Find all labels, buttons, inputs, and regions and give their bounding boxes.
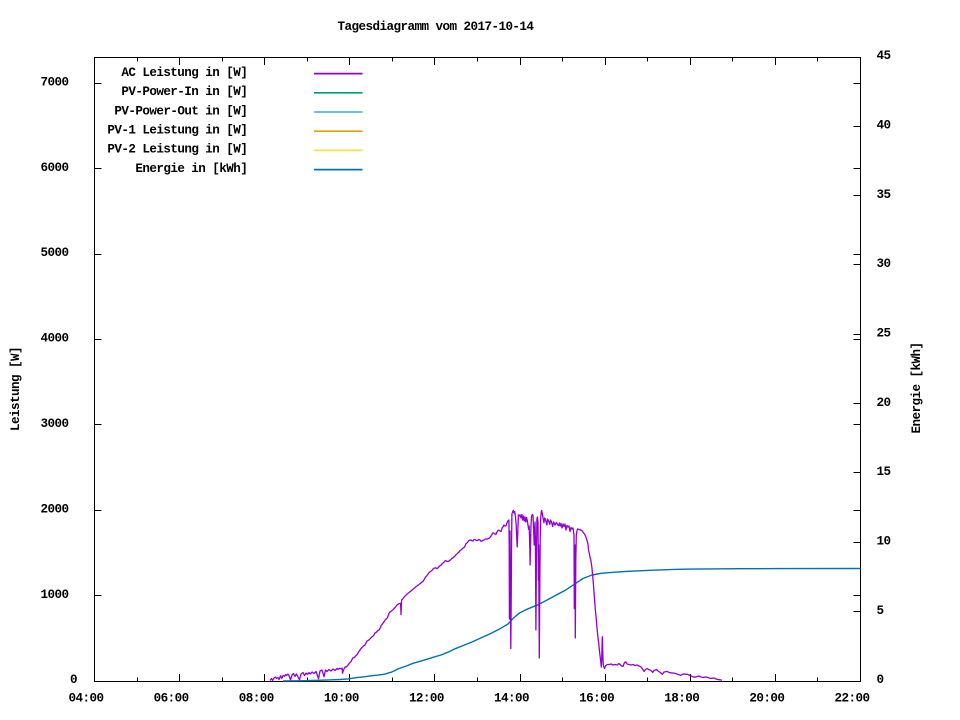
svg-text:PV-Power-In in [W]: PV-Power-In in [W] [121,85,247,99]
svg-text:35: 35 [877,188,891,202]
svg-text:5000: 5000 [41,246,69,260]
svg-text:20: 20 [877,396,891,410]
svg-text:PV-1 Leistung in [W]: PV-1 Leistung in [W] [107,124,247,138]
svg-text:Energie in [kWh]: Energie in [kWh] [135,162,247,176]
svg-text:Leistung [W]: Leistung [W] [9,347,23,431]
svg-text:1000: 1000 [41,588,69,602]
svg-text:6000: 6000 [41,161,69,175]
svg-text:18:00: 18:00 [664,692,699,706]
svg-text:2000: 2000 [41,502,69,516]
svg-text:5: 5 [877,604,884,618]
svg-text:40: 40 [877,118,891,132]
svg-text:PV-2 Leistung in [W]: PV-2 Leistung in [W] [107,143,247,157]
svg-text:45: 45 [877,49,891,63]
svg-text:10:00: 10:00 [324,692,359,706]
svg-text:04:00: 04:00 [69,692,104,706]
svg-text:3000: 3000 [41,417,69,431]
svg-text:22:00: 22:00 [835,692,870,706]
svg-text:15: 15 [877,465,891,479]
svg-text:10: 10 [877,535,891,549]
svg-text:12:00: 12:00 [409,692,444,706]
svg-text:Energie [kWh]: Energie [kWh] [910,343,924,434]
svg-text:08:00: 08:00 [239,692,274,706]
svg-text:0: 0 [877,673,884,687]
svg-text:20:00: 20:00 [749,692,784,706]
svg-text:4000: 4000 [41,332,69,346]
svg-text:Tagesdiagramm vom 2017-10-14: Tagesdiagramm vom 2017-10-14 [338,20,535,34]
svg-text:25: 25 [877,326,891,340]
svg-text:30: 30 [877,257,891,271]
svg-text:7000: 7000 [41,75,69,89]
svg-text:AC Leistung in [W]: AC Leistung in [W] [121,66,247,80]
svg-text:06:00: 06:00 [154,692,189,706]
svg-text:0: 0 [70,673,77,687]
svg-text:16:00: 16:00 [579,692,614,706]
svg-text:PV-Power-Out in [W]: PV-Power-Out in [W] [114,104,247,118]
svg-text:14:00: 14:00 [494,692,529,706]
